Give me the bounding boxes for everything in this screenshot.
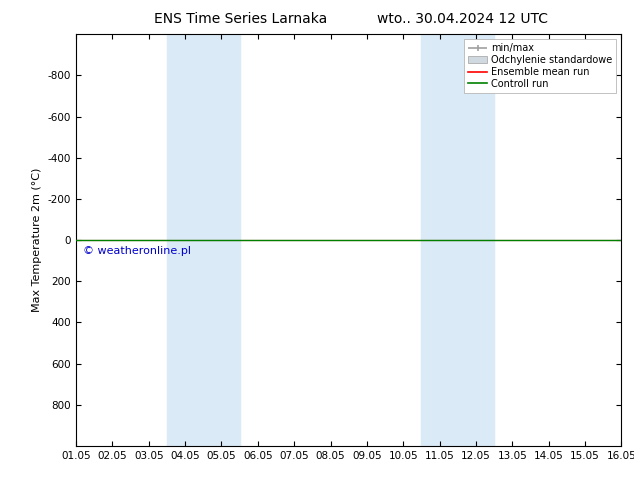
Legend: min/max, Odchylenie standardowe, Ensemble mean run, Controll run: min/max, Odchylenie standardowe, Ensembl… (464, 39, 616, 93)
Text: wto.. 30.04.2024 12 UTC: wto.. 30.04.2024 12 UTC (377, 12, 548, 26)
Bar (422, 34, 458, 446)
Bar (204, 34, 240, 446)
Bar (458, 34, 494, 446)
Text: ENS Time Series Larnaka: ENS Time Series Larnaka (154, 12, 328, 26)
Bar (167, 34, 204, 446)
Y-axis label: Max Temperature 2m (°C): Max Temperature 2m (°C) (32, 168, 42, 312)
Text: © weatheronline.pl: © weatheronline.pl (83, 246, 191, 256)
